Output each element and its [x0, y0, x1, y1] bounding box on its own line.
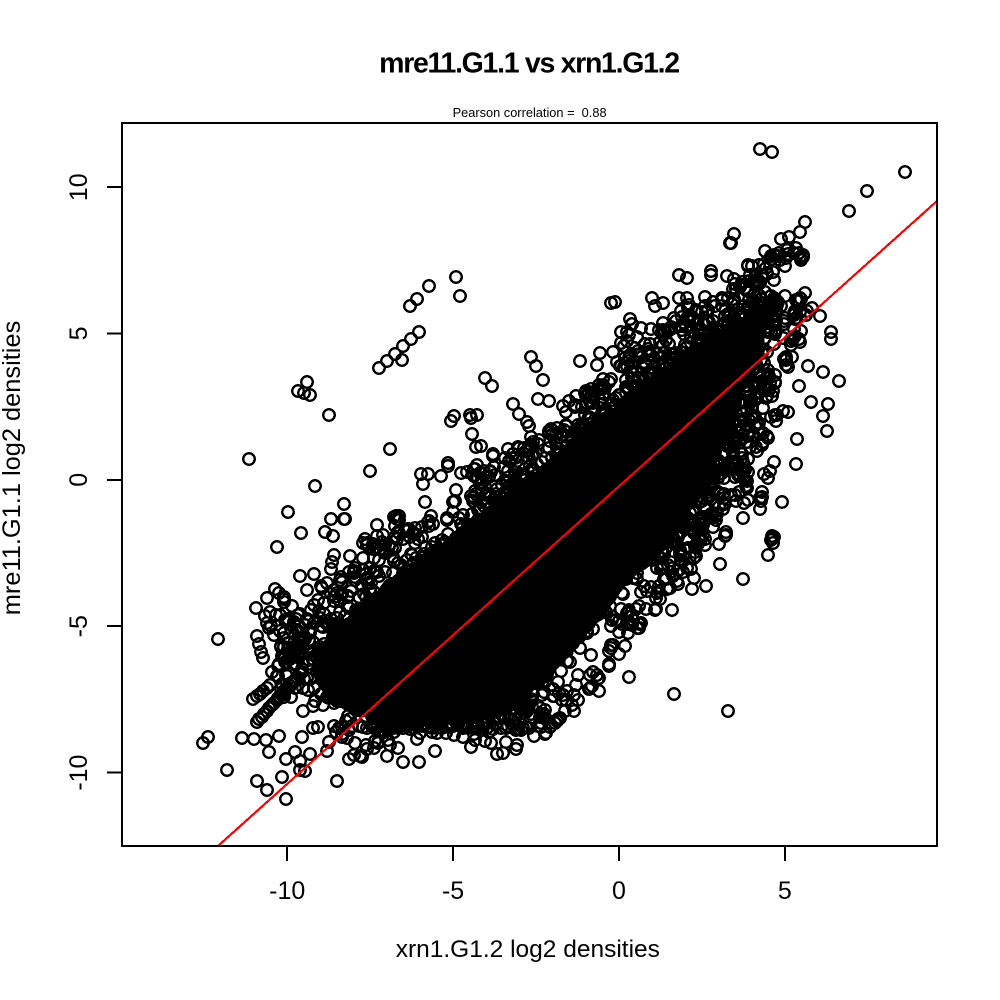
svg-text:0: 0	[65, 473, 93, 487]
svg-text:5: 5	[65, 326, 93, 340]
svg-text:-5: -5	[442, 877, 464, 905]
svg-text:mre11.G1.1 vs xrn1.G1.2: mre11.G1.1 vs xrn1.G1.2	[379, 48, 679, 80]
svg-text:-5: -5	[65, 615, 93, 637]
svg-text:5: 5	[778, 877, 792, 905]
svg-text:-10: -10	[65, 755, 93, 791]
svg-text:Pearson correlation = 0.88: Pearson correlation = 0.88	[453, 105, 607, 120]
svg-text:-10: -10	[269, 877, 305, 905]
svg-text:10: 10	[65, 173, 93, 201]
svg-text:xrn1.G1.2 log2 densities: xrn1.G1.2 log2 densities	[396, 936, 660, 963]
svg-text:0: 0	[612, 877, 626, 905]
svg-text:mre11.G1.1 log2 densities: mre11.G1.1 log2 densities	[0, 321, 26, 616]
